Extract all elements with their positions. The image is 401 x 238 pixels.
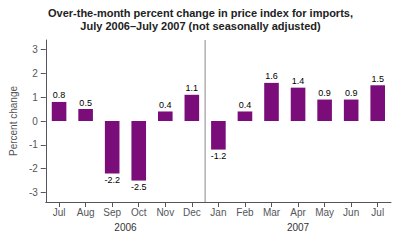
- svg-text:Nov: Nov: [156, 207, 174, 218]
- svg-text:1: 1: [32, 92, 38, 103]
- svg-text:1.4: 1.4: [292, 76, 305, 86]
- svg-text:Oct: Oct: [131, 207, 147, 218]
- svg-text:July 2006–July 2007 (not seaso: July 2006–July 2007 (not seasonally adju…: [80, 20, 321, 32]
- svg-text:3: 3: [32, 44, 38, 55]
- svg-text:1.1: 1.1: [186, 83, 199, 93]
- svg-text:Mar: Mar: [263, 207, 281, 218]
- svg-text:May: May: [315, 207, 334, 218]
- svg-text:1.6: 1.6: [265, 71, 278, 81]
- svg-text:0.4: 0.4: [239, 100, 252, 110]
- svg-text:Jan: Jan: [210, 207, 226, 218]
- svg-text:-1.2: -1.2: [211, 151, 227, 161]
- svg-text:Apr: Apr: [290, 207, 306, 218]
- svg-text:Sep: Sep: [103, 207, 121, 218]
- svg-text:2006: 2006: [114, 222, 137, 233]
- svg-text:-2.2: -2.2: [104, 175, 120, 185]
- svg-text:0.8: 0.8: [53, 90, 66, 100]
- svg-text:Dec: Dec: [183, 207, 201, 218]
- svg-text:-2: -2: [29, 163, 38, 174]
- svg-text:-3: -3: [29, 187, 38, 198]
- svg-text:-1: -1: [29, 139, 38, 150]
- svg-text:Jul: Jul: [53, 207, 66, 218]
- svg-text:Jun: Jun: [343, 207, 359, 218]
- svg-text:0.4: 0.4: [159, 100, 172, 110]
- svg-text:0.9: 0.9: [345, 88, 358, 98]
- svg-text:Over-the-month percent change: Over-the-month percent change in price i…: [48, 7, 353, 19]
- svg-text:Jul: Jul: [371, 207, 384, 218]
- svg-text:Percent change: Percent change: [8, 86, 19, 156]
- svg-text:Feb: Feb: [236, 207, 254, 218]
- svg-text:1.5: 1.5: [371, 74, 384, 84]
- svg-text:2007: 2007: [287, 222, 310, 233]
- svg-text:2: 2: [32, 68, 38, 79]
- svg-text:-2.5: -2.5: [131, 182, 147, 192]
- svg-text:0.9: 0.9: [318, 88, 331, 98]
- svg-text:0: 0: [32, 116, 38, 127]
- svg-text:0.5: 0.5: [79, 98, 92, 108]
- svg-text:Aug: Aug: [77, 207, 95, 218]
